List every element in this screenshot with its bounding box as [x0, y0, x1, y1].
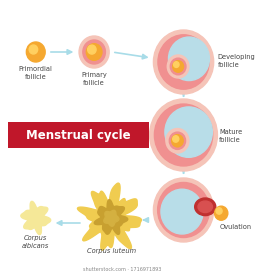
Text: Corpus luteum: Corpus luteum: [87, 248, 136, 254]
Ellipse shape: [195, 198, 216, 216]
Circle shape: [173, 136, 179, 142]
Polygon shape: [94, 200, 128, 234]
Text: shutterstock.com · 1716971893: shutterstock.com · 1716971893: [83, 267, 161, 272]
Circle shape: [83, 40, 105, 64]
Circle shape: [158, 35, 209, 89]
Circle shape: [165, 107, 212, 157]
Circle shape: [153, 30, 214, 94]
Circle shape: [150, 99, 217, 171]
Circle shape: [172, 135, 183, 147]
Text: Ovulation: Ovulation: [219, 224, 251, 230]
Circle shape: [153, 178, 214, 242]
Circle shape: [214, 206, 228, 220]
Circle shape: [170, 58, 186, 75]
Text: Developing
follicle: Developing follicle: [217, 54, 255, 67]
Circle shape: [216, 208, 222, 214]
Circle shape: [174, 62, 179, 67]
Circle shape: [168, 37, 210, 81]
Circle shape: [167, 55, 189, 78]
Circle shape: [161, 189, 203, 234]
Circle shape: [79, 36, 109, 68]
Circle shape: [88, 45, 96, 54]
FancyBboxPatch shape: [8, 122, 149, 148]
Text: Primary
follicle: Primary follicle: [81, 72, 107, 85]
Circle shape: [166, 129, 189, 153]
Circle shape: [173, 61, 184, 72]
Circle shape: [86, 44, 102, 60]
Circle shape: [26, 42, 45, 62]
Text: Mature
follicle: Mature follicle: [219, 129, 243, 143]
Text: Menstrual cycle: Menstrual cycle: [26, 129, 131, 141]
Ellipse shape: [198, 201, 212, 213]
Polygon shape: [77, 183, 141, 250]
Circle shape: [29, 45, 38, 54]
Circle shape: [169, 132, 186, 150]
Circle shape: [154, 104, 213, 166]
Polygon shape: [21, 201, 51, 235]
Text: Corpus
albicans: Corpus albicans: [22, 235, 49, 249]
Polygon shape: [104, 210, 119, 226]
Text: Primordial
follicle: Primordial follicle: [19, 66, 53, 80]
Circle shape: [158, 183, 210, 237]
